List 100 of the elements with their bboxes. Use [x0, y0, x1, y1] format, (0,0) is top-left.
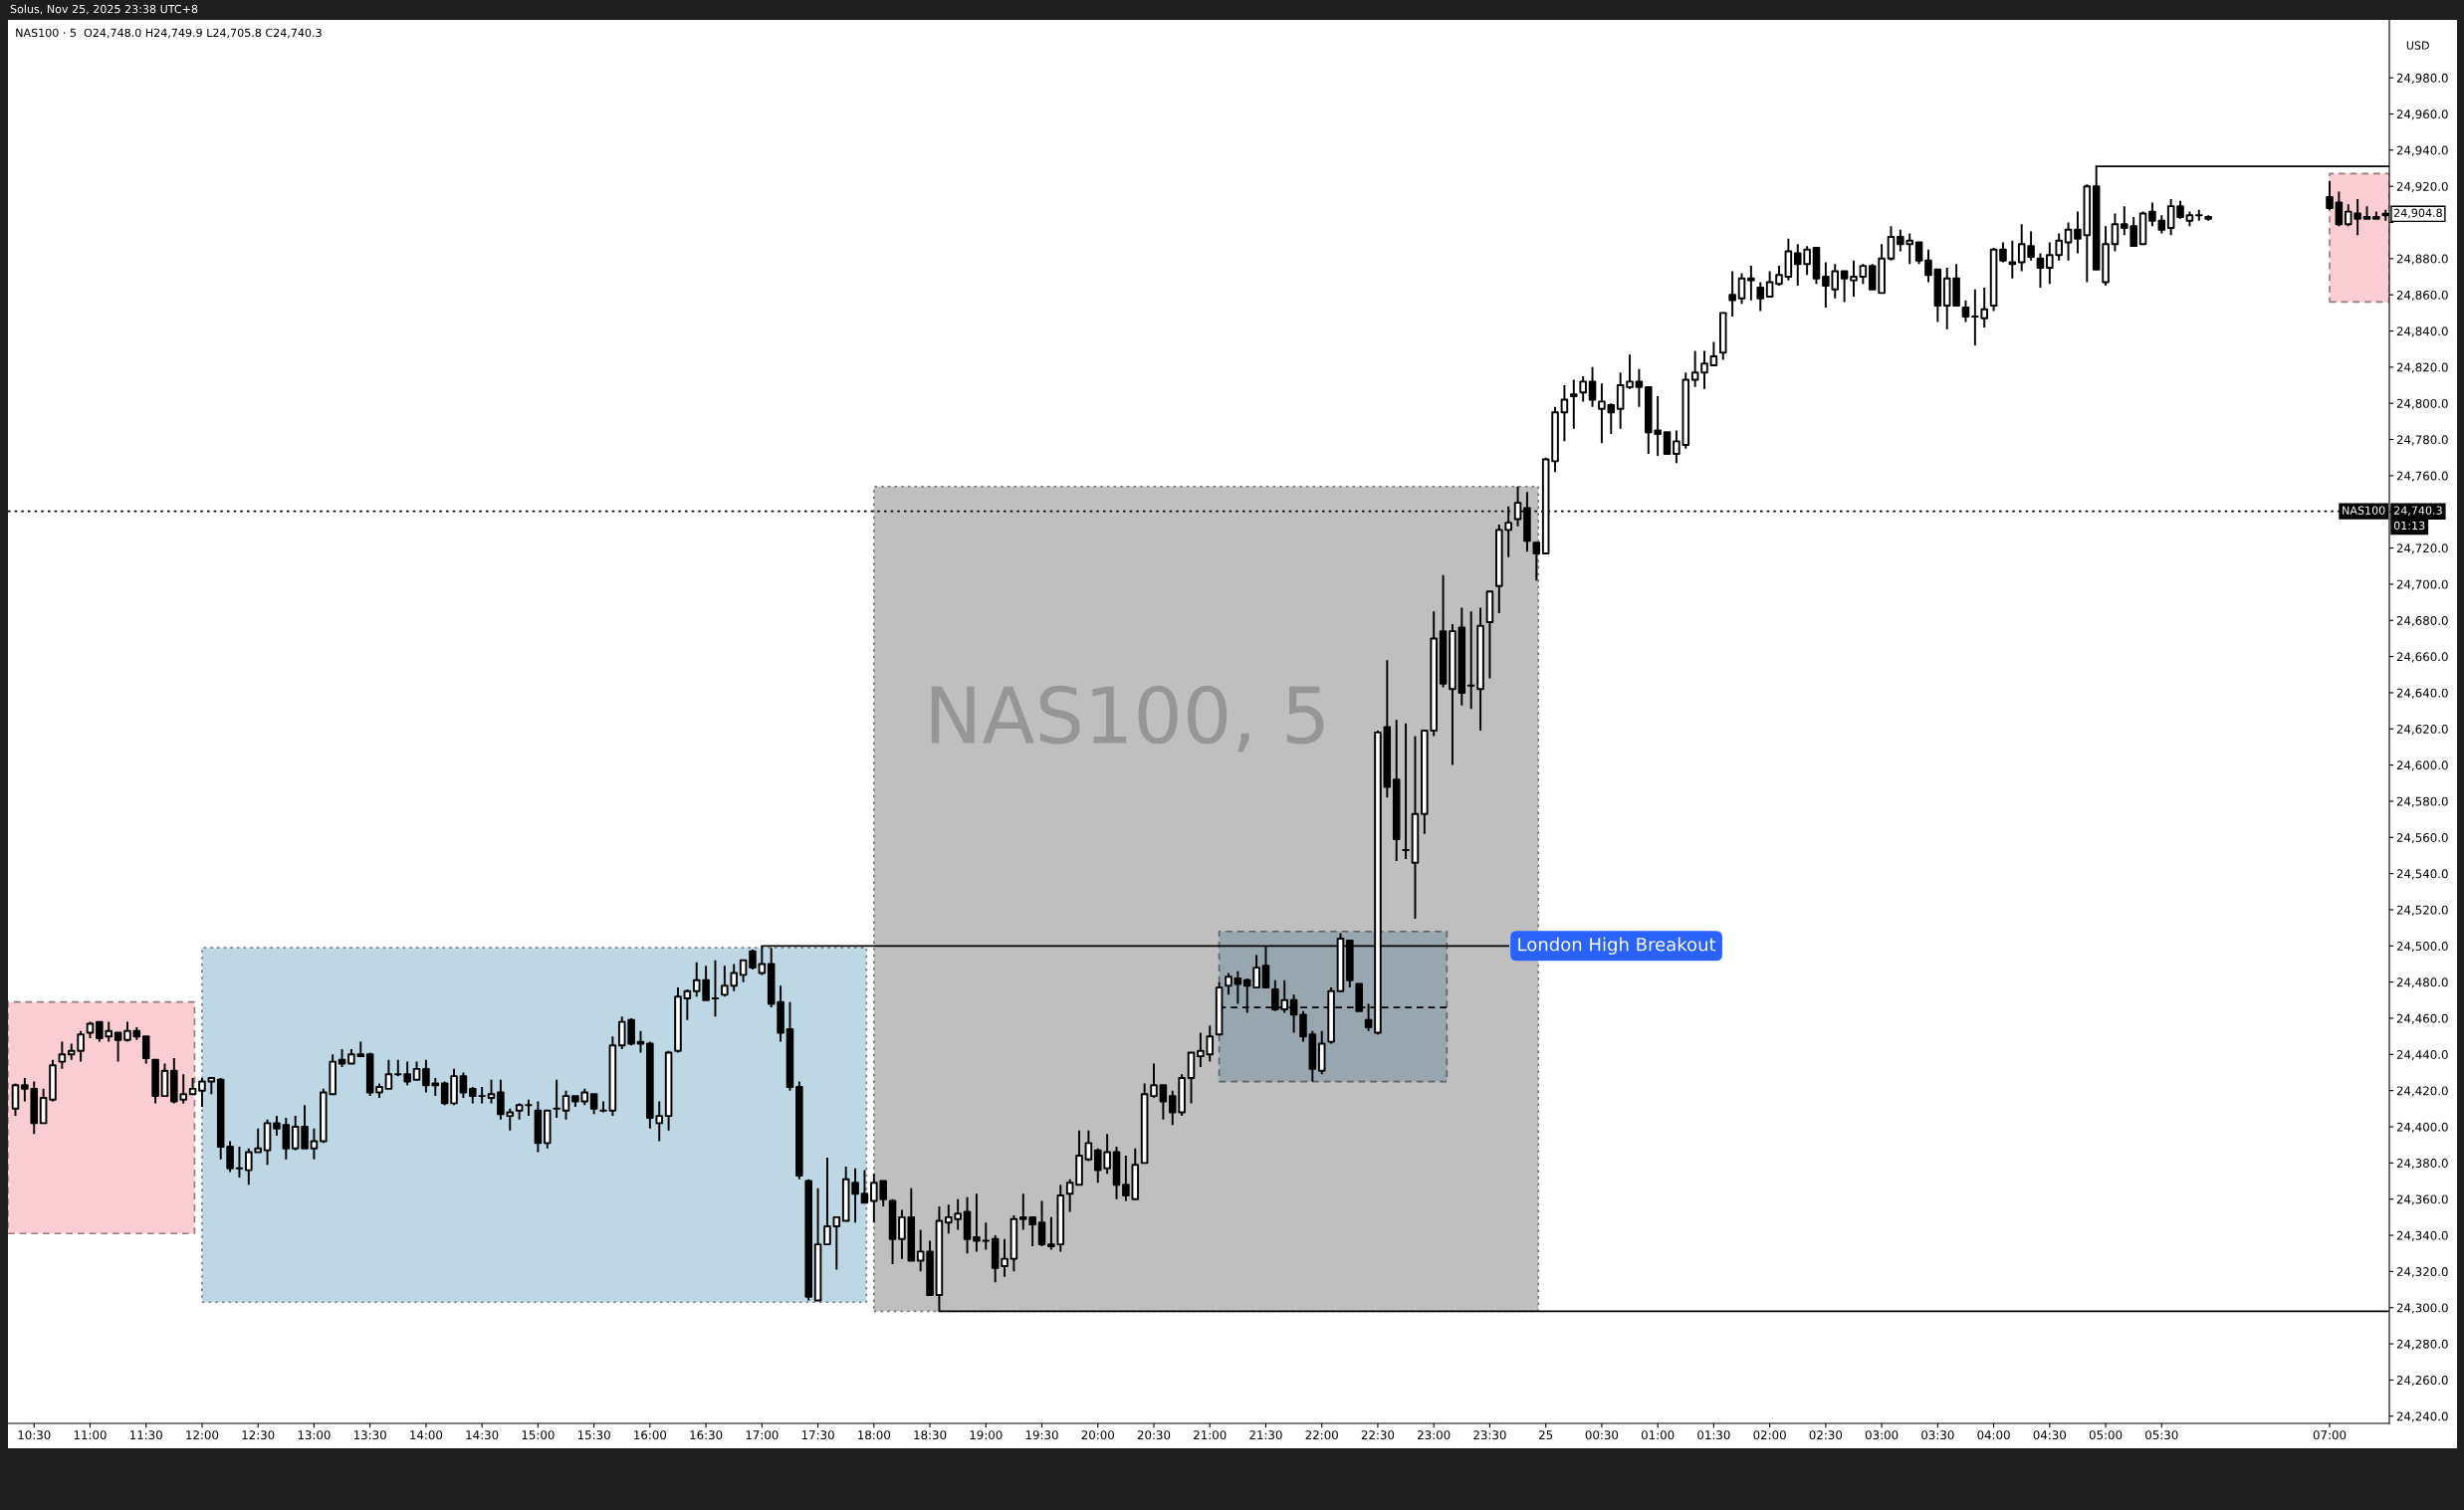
candlestick — [2055, 232, 2063, 262]
candlestick — [273, 1115, 281, 1138]
candlestick — [785, 1000, 794, 1092]
candlestick — [515, 1102, 524, 1121]
candlestick — [860, 1169, 869, 1204]
ref-line-label: NAS100 — [2343, 506, 2385, 515]
candlestick — [2046, 241, 2054, 286]
candlestick — [1317, 1029, 1326, 1076]
y-tick-label: 24,700.0 — [2396, 579, 2448, 590]
candlestick — [207, 1076, 216, 1096]
candlestick — [422, 1058, 430, 1094]
candlestick — [440, 1080, 449, 1107]
candlestick — [86, 1020, 95, 1039]
x-tick-label: 21:30 — [1249, 1430, 1282, 1440]
candlestick — [2083, 183, 2092, 284]
candlestick — [777, 984, 784, 1043]
candlestick — [2027, 230, 2035, 262]
candlestick — [926, 1239, 934, 1296]
candlestick — [11, 1082, 20, 1118]
x-tick-label: 11:30 — [130, 1430, 162, 1440]
candlestick — [160, 1062, 169, 1098]
y-tick-label: 24,540.0 — [2396, 869, 2448, 880]
candlestick — [1150, 1062, 1158, 1099]
y-tick-label: 24,320.0 — [2396, 1267, 2448, 1278]
candlestick — [1430, 610, 1438, 738]
x-tick-label: 04:30 — [2033, 1430, 2067, 1440]
candlestick — [898, 1208, 906, 1260]
candlestick — [198, 1076, 206, 1108]
candlestick — [1233, 970, 1242, 1005]
candlestick — [2157, 214, 2166, 235]
candlestick — [1980, 286, 1988, 328]
y-tick-label: 24,440.0 — [2396, 1050, 2448, 1061]
candlestick — [2176, 199, 2184, 220]
candlestick — [2102, 225, 2110, 288]
candlestick — [113, 1031, 122, 1063]
candlestick — [2148, 201, 2156, 228]
candlestick — [1140, 1082, 1149, 1165]
candlestick — [384, 1058, 393, 1090]
candlestick — [21, 1076, 29, 1103]
y-tick-label: 24,300.0 — [2396, 1303, 2448, 1314]
candlestick — [1663, 431, 1672, 456]
text: NAS100 · 5 O24,748.0 H24,749.9 L24,705.8 C24,740.3 — [16, 28, 322, 39]
candlestick — [1924, 248, 1932, 284]
candlestick — [1933, 268, 1942, 324]
candlestick — [123, 1020, 131, 1043]
candlestick — [711, 959, 720, 1018]
candlestick — [553, 1078, 560, 1119]
candlestick — [1709, 340, 1718, 367]
x-tick-label: 12:30 — [242, 1430, 275, 1440]
text: 01:13 — [2393, 521, 2425, 531]
candlestick — [1476, 606, 1484, 733]
candlestick — [2036, 252, 2045, 289]
candlestick — [347, 1047, 355, 1065]
candlestick — [282, 1116, 291, 1161]
candlestick — [1616, 371, 1625, 430]
candlestick — [1308, 1029, 1317, 1083]
y-tick-label: 24,260.0 — [2396, 1376, 2448, 1387]
candlestick — [1457, 606, 1466, 707]
candlestick — [1402, 722, 1410, 861]
candlestick — [1737, 272, 1746, 306]
candlestick — [916, 1228, 925, 1273]
candlestick — [636, 1029, 645, 1054]
candlestick — [813, 1186, 822, 1302]
candlestick — [132, 1026, 141, 1041]
candlestick — [403, 1060, 411, 1087]
candlestick — [431, 1076, 440, 1098]
candlestick — [1466, 610, 1475, 711]
y-tick-label: 24,940.0 — [2396, 145, 2448, 156]
x-tick-label: 16:30 — [690, 1430, 723, 1440]
y-tick-label: 24,460.0 — [2396, 1013, 2448, 1024]
x-tick-label: 15:00 — [522, 1430, 555, 1440]
candlestick — [1159, 1084, 1168, 1121]
candlestick — [356, 1040, 365, 1058]
candlestick — [487, 1078, 496, 1105]
candlestick — [1009, 1214, 1018, 1273]
x-tick-label: 05:30 — [2145, 1430, 2178, 1440]
candlestick — [963, 1195, 972, 1255]
candlestick — [469, 1086, 477, 1105]
candlestick — [664, 1049, 673, 1132]
x-tick-label: 20:30 — [1137, 1430, 1171, 1440]
y-tick-label: 24,360.0 — [2396, 1194, 2448, 1205]
candlestick — [1784, 237, 1793, 282]
candlestick — [394, 1058, 402, 1078]
y-tick-label: 24,500.0 — [2396, 942, 2448, 953]
candlestick — [1047, 1215, 1055, 1251]
candlestick — [1084, 1129, 1093, 1163]
candlestick — [2138, 210, 2147, 246]
y-tick-label: 24,820.0 — [2396, 362, 2448, 373]
x-tick-label: 03:00 — [1865, 1430, 1899, 1440]
y-tick-label: 24,840.0 — [2396, 326, 2448, 337]
y-tick-label: 24,980.0 — [2396, 73, 2448, 84]
candlestick — [1961, 299, 1970, 324]
candlestick — [1690, 349, 1699, 388]
text: 24,904.8 — [2393, 208, 2442, 219]
candlestick — [1812, 246, 1821, 286]
candlestick — [1999, 241, 2007, 264]
candlestick — [1392, 719, 1401, 862]
candlestick — [1112, 1146, 1121, 1200]
x-tick-label: 19:30 — [1025, 1430, 1058, 1440]
candlestick — [1411, 735, 1420, 921]
